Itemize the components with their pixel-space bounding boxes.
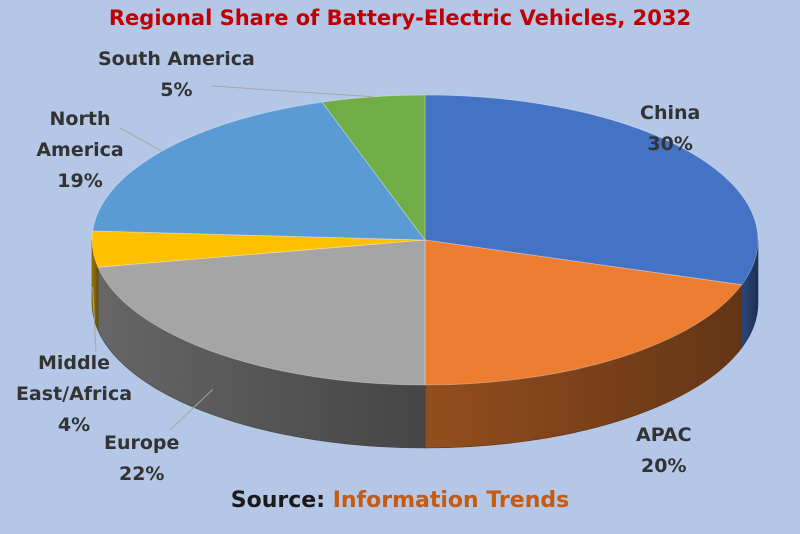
slice-value-middle-east-africa: 4%: [57, 414, 91, 436]
slice-value-south-america: 5%: [160, 79, 193, 101]
slice-name-china: China: [640, 102, 701, 124]
slice-value-china: 30%: [647, 133, 693, 155]
slice-label-north-america: North America 19%: [20, 104, 140, 197]
slice-name-south-america: South America: [98, 48, 255, 70]
slice-north-america: [92, 101, 426, 241]
leader-line-middle-east-africa: [92, 286, 97, 353]
slice-south-america: [321, 94, 426, 242]
slice-label-china: China 30%: [640, 98, 700, 160]
slice-label-apac: APAC 20%: [636, 420, 692, 482]
source-name: Information Trends: [332, 488, 570, 513]
slice-europe: [97, 239, 426, 386]
slice-value-europe: 22%: [118, 463, 165, 485]
source-prefix: Source:: [230, 488, 326, 513]
slice-value-north-america: 19%: [57, 170, 103, 192]
source-note: Source: Information Trends: [0, 488, 800, 513]
slice-name-apac: APAC: [636, 424, 692, 446]
chart-title: Regional Share of Battery-Electric Vehic…: [108, 6, 692, 30]
leader-line-south-america: [211, 85, 373, 98]
slice-label-middle-east-africa: Middle East/Africa 4%: [0, 348, 148, 441]
slice-name-north-america: North America: [36, 108, 124, 161]
slice-name-europe: Europe: [104, 432, 180, 454]
leader-line-europe: [169, 389, 214, 431]
slice-middle-east-africa: [91, 230, 426, 268]
leader-line-north-america: [119, 127, 163, 152]
slice-china: [424, 94, 759, 286]
slice-apac: [424, 239, 743, 386]
slice-value-apac: 20%: [641, 455, 687, 477]
slice-label-south-america: South America 5%: [98, 44, 255, 106]
slice-name-middle-east-africa: Middle East/Africa: [15, 352, 133, 405]
slice-label-europe: Europe 22%: [104, 428, 179, 490]
